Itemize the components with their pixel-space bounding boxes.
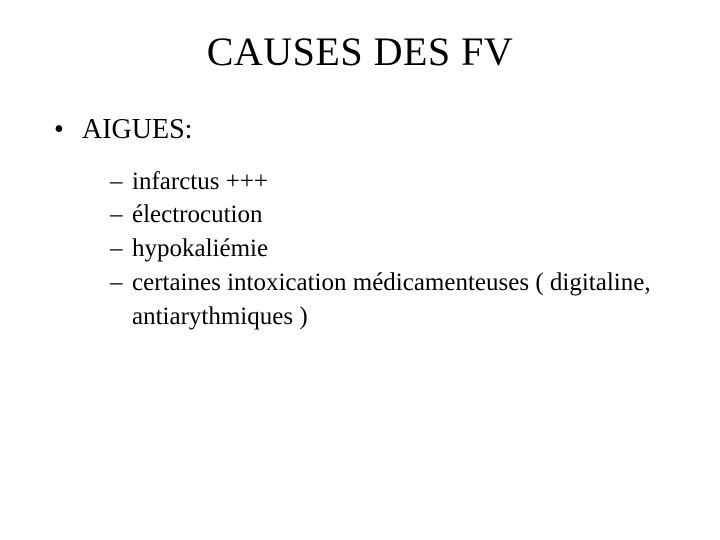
bullet-level2-item: – certaines intoxication médicamenteuses… <box>110 266 680 334</box>
bullet-level2-item: – infarctus +++ <box>110 165 680 199</box>
bullet-level2-text: électrocution <box>132 198 680 232</box>
bullet-level2-text: hypokaliémie <box>132 232 680 266</box>
slide-title: CAUSES DES FV <box>0 0 720 85</box>
bullet-level1-text: AIGUES: <box>82 113 192 147</box>
bullet-icon: • <box>54 113 82 147</box>
slide-body: • AIGUES: – infarctus +++ – électrocutio… <box>0 85 720 333</box>
bullet-level2-item: – électrocution <box>110 198 680 232</box>
dash-icon: – <box>110 232 132 266</box>
bullet-level2-group: – infarctus +++ – électrocution – hypoka… <box>54 165 680 334</box>
bullet-level2-text: certaines intoxication médicamenteuses (… <box>132 266 680 334</box>
bullet-level2-text: infarctus +++ <box>132 165 680 199</box>
bullet-level2-item: – hypokaliémie <box>110 232 680 266</box>
dash-icon: – <box>110 165 132 199</box>
bullet-level1: • AIGUES: <box>54 113 680 147</box>
dash-icon: – <box>110 198 132 232</box>
slide: CAUSES DES FV • AIGUES: – infarctus +++ … <box>0 0 720 540</box>
dash-icon: – <box>110 266 132 300</box>
